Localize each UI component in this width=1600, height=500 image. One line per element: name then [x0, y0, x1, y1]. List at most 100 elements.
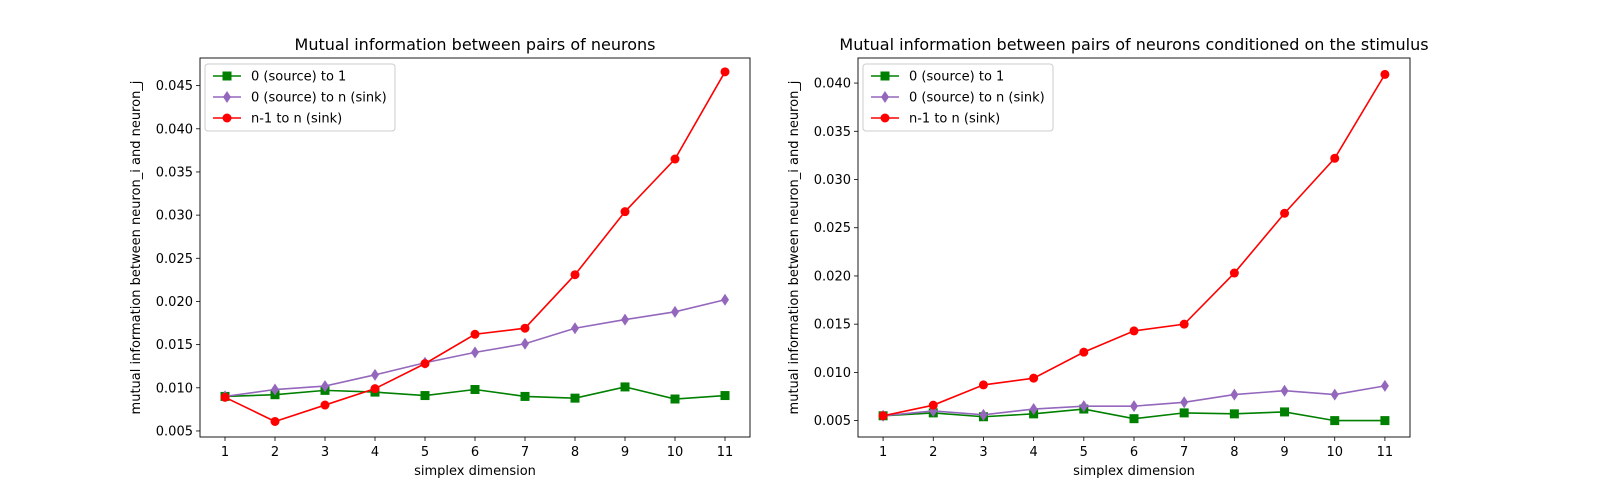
data-point	[1280, 407, 1290, 417]
data-point	[520, 391, 530, 401]
y-tick-label: 0.020	[814, 269, 851, 284]
data-point	[370, 384, 380, 394]
y-tick-label: 0.005	[814, 414, 851, 429]
legend-entry: n-1 to n (sink)	[871, 112, 1000, 127]
chart-title: Mutual information between pairs of neur…	[295, 35, 656, 54]
x-axis-label: simplex dimension	[1073, 464, 1195, 479]
x-tick-label: 7	[521, 445, 529, 460]
x-tick-label: 10	[667, 445, 684, 460]
data-point	[720, 391, 730, 401]
legend-box	[862, 63, 1054, 132]
legend-label: 0 (source) to n (sink)	[909, 91, 1045, 106]
legend-entry: n-1 to n (sink)	[213, 112, 342, 127]
legend-box	[204, 63, 396, 132]
data-point	[320, 400, 330, 410]
data-point	[1330, 153, 1340, 163]
data-point	[620, 207, 630, 217]
data-point	[1029, 403, 1038, 416]
data-point	[621, 313, 629, 326]
y-tick-label: 0.035	[814, 125, 851, 140]
data-point	[671, 305, 679, 318]
y-tick-label: 0.015	[814, 318, 851, 333]
legend-entry: 0 (source) to n (sink)	[213, 91, 387, 106]
x-tick-label: 5	[421, 445, 429, 460]
data-point	[1079, 347, 1089, 357]
data-point	[1330, 388, 1339, 401]
plot-frame	[857, 57, 1411, 438]
data-point	[670, 154, 680, 164]
series-1	[220, 382, 730, 404]
y-tick-label: 0.025	[156, 252, 193, 267]
data-point	[471, 346, 479, 359]
data-point	[1229, 268, 1239, 278]
x-tick-label: 1	[879, 445, 887, 460]
y-tick-label: 0.030	[814, 173, 851, 188]
legend-label: 0 (source) to n (sink)	[251, 91, 387, 106]
legend-entry: 0 (source) to 1	[213, 70, 346, 85]
y-tick-label: 0.025	[814, 221, 851, 236]
data-point	[1330, 416, 1340, 426]
legend-label: n-1 to n (sink)	[251, 112, 342, 127]
y-tick-label: 0.030	[156, 209, 193, 224]
x-tick-label: 11	[717, 445, 734, 460]
y-tick-label: 0.045	[156, 79, 193, 94]
chart-2: Mutual information between pairs of neur…	[787, 35, 1429, 479]
data-point	[420, 359, 430, 369]
data-point	[620, 382, 630, 392]
series-3	[220, 67, 730, 426]
plot-frame	[199, 57, 751, 438]
data-point	[220, 392, 230, 402]
y-tick-label: 0.005	[156, 424, 193, 439]
x-tick-label: 2	[271, 445, 279, 460]
y-tick-label: 0.015	[156, 338, 193, 353]
legend-marker	[880, 71, 890, 81]
x-tick-label: 10	[1326, 445, 1343, 460]
data-point	[979, 408, 988, 421]
data-point	[1129, 414, 1139, 424]
data-point	[1380, 416, 1390, 426]
data-point	[1380, 379, 1389, 392]
chart-1: Mutual information between pairs of neur…	[129, 35, 751, 479]
y-axis-label: mutual information between neuron_i and …	[787, 81, 802, 415]
legend-entry: 0 (source) to 1	[871, 70, 1004, 85]
legend-marker	[223, 91, 231, 103]
data-point	[470, 329, 480, 339]
data-point	[720, 67, 730, 77]
x-tick-label: 7	[1180, 445, 1188, 460]
data-point	[1230, 388, 1239, 401]
data-point	[721, 293, 729, 306]
legend-entry: 0 (source) to n (sink)	[871, 91, 1045, 106]
series-3	[878, 69, 1390, 421]
x-tick-label: 2	[929, 445, 937, 460]
x-tick-label: 9	[1280, 445, 1288, 460]
data-point	[878, 411, 888, 421]
y-axis-label: mutual information between neuron_i and …	[129, 81, 144, 415]
data-point	[1079, 400, 1088, 413]
x-tick-label: 9	[621, 445, 629, 460]
y-tick-label: 0.020	[156, 295, 193, 310]
x-tick-label: 1	[221, 445, 229, 460]
legend-label: 0 (source) to 1	[909, 70, 1004, 85]
data-point	[1029, 373, 1039, 383]
x-tick-label: 3	[321, 445, 329, 460]
data-point	[420, 391, 430, 401]
legend-marker	[222, 71, 232, 81]
data-point	[1179, 319, 1189, 329]
data-point	[521, 337, 529, 350]
legend-label: 0 (source) to 1	[251, 70, 346, 85]
data-point	[1129, 326, 1139, 336]
legend: 0 (source) to 1 0 (source) to n (sink) n-1…	[862, 63, 1054, 132]
data-point	[271, 383, 279, 396]
x-tick-label: 4	[371, 445, 379, 460]
data-point	[570, 393, 580, 403]
legend-marker	[222, 113, 232, 123]
legend-marker	[881, 91, 889, 103]
legend: 0 (source) to 1 0 (source) to n (sink) n-1…	[204, 63, 396, 132]
x-tick-label: 3	[979, 445, 987, 460]
data-point	[371, 368, 379, 381]
x-tick-label: 8	[571, 445, 579, 460]
y-tick-label: 0.040	[156, 122, 193, 137]
data-point	[1179, 408, 1189, 418]
y-tick-label: 0.040	[814, 77, 851, 92]
